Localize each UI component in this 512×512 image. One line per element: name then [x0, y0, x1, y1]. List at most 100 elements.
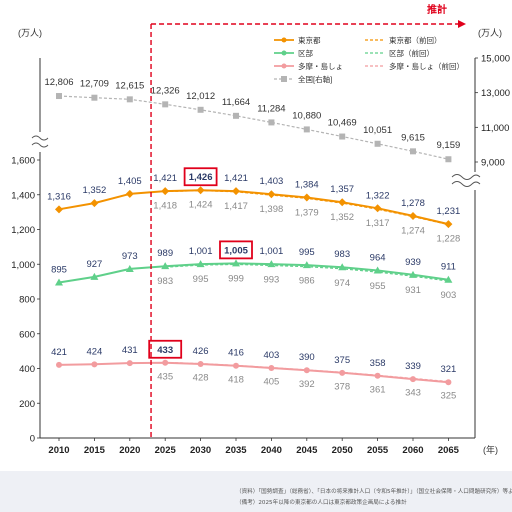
data-label: 418 — [228, 374, 244, 385]
data-labels: 1,316 1,352 1,405 1,421 1,426 1,421 1,403 1,384… — [44, 77, 460, 402]
data-point — [303, 367, 310, 374]
left-tick-label: 1,400 — [11, 190, 35, 201]
data-label: 10,469 — [328, 118, 357, 129]
data-point — [409, 270, 417, 278]
data-point — [56, 93, 62, 100]
data-point — [338, 263, 347, 271]
x-tick-label: 2025 — [155, 445, 177, 456]
source-footnote: （資料）「国勢調査」（総務省）、「日本の将来推計人口（令和5年推計）」（国立社会… — [236, 489, 512, 495]
right-axis-break — [451, 174, 481, 187]
data-label: 995 — [299, 247, 315, 258]
series-points — [55, 93, 453, 386]
data-point — [445, 379, 452, 386]
left-tick-label: 600 — [19, 329, 35, 340]
legend-label: 区部（前回） — [389, 48, 434, 58]
legend-marker — [281, 50, 287, 56]
data-label: 12,012 — [186, 91, 215, 102]
data-label: 343 — [405, 387, 421, 398]
data-point — [197, 360, 204, 367]
x-tick-label: 2050 — [332, 445, 353, 456]
legend: 東京都 東京都（前回） 区部 区部（前回） 多摩・島しょ 多摩・島しょ（前回） 全国[右軸] — [274, 35, 464, 84]
data-point — [338, 198, 347, 207]
data-point — [374, 372, 381, 379]
data-label: 1,316 — [47, 191, 71, 202]
data-label: 927 — [86, 259, 102, 270]
data-label: 416 — [228, 348, 244, 359]
data-label: 939 — [405, 257, 421, 268]
data-point — [55, 205, 63, 214]
x-tick-label: 2055 — [367, 445, 389, 456]
data-label: 955 — [370, 281, 386, 292]
data-label: 1,001 — [260, 246, 284, 257]
data-label: 983 — [334, 249, 350, 260]
data-point — [267, 260, 276, 268]
data-point — [302, 193, 311, 202]
legend-label: 区部 — [298, 48, 313, 58]
legend-label: 東京都（前回） — [389, 35, 442, 45]
data-point — [56, 361, 62, 368]
data-label: 390 — [299, 352, 315, 363]
data-label: 911 — [441, 262, 456, 273]
data-label: 995 — [193, 274, 209, 285]
x-tick-label: 2060 — [402, 445, 423, 456]
note-footnote: （備考）2025年以降の東京都の人口は東京都政策企画局による推計 — [236, 500, 407, 506]
data-label: 325 — [440, 391, 456, 402]
data-label: 392 — [299, 379, 315, 390]
x-tick-label: 2045 — [296, 445, 318, 456]
data-point — [161, 187, 170, 196]
data-label: 431 — [122, 345, 138, 356]
data-point — [444, 220, 453, 229]
data-label: 9,615 — [401, 132, 425, 143]
data-label: 321 — [440, 364, 456, 375]
data-point — [125, 264, 134, 272]
series-line — [58, 262, 449, 284]
data-label: 1,405 — [118, 176, 142, 187]
data-point — [55, 278, 63, 286]
data-label: 9,159 — [437, 140, 461, 151]
data-label: 403 — [263, 350, 279, 361]
legend-marker — [281, 63, 287, 69]
data-point — [233, 112, 239, 119]
data-point — [126, 96, 133, 103]
data-label: 1,322 — [366, 190, 390, 201]
data-label: 964 — [370, 253, 386, 264]
right-tick-label: 11,000 — [481, 123, 509, 134]
right-unit-label: (万人) — [478, 28, 502, 38]
data-label: 1,231 — [437, 206, 461, 217]
data-label: 974 — [334, 278, 350, 289]
data-label: 1,274 — [401, 226, 425, 237]
data-point — [268, 364, 275, 371]
data-point — [196, 186, 205, 195]
data-label: 1,001 — [189, 246, 213, 257]
data-label: 12,709 — [80, 79, 109, 90]
data-point — [233, 362, 239, 369]
x-tick-label: 2065 — [438, 445, 460, 456]
data-label: 931 — [405, 285, 421, 296]
data-label: 10,880 — [292, 110, 321, 121]
left-tick-label: 400 — [19, 364, 35, 375]
left-unit-label: (万人) — [18, 28, 42, 38]
data-label: 405 — [263, 377, 279, 388]
data-label: 433 — [157, 345, 173, 356]
series-line — [58, 95, 449, 160]
data-label: 1,418 — [153, 201, 177, 212]
data-point — [339, 369, 346, 376]
data-point — [90, 199, 99, 208]
data-point — [161, 262, 170, 270]
data-point — [445, 156, 452, 163]
projection-arrow-head — [458, 20, 466, 28]
data-point — [268, 119, 275, 126]
data-label: 361 — [370, 384, 386, 395]
data-label: 1,421 — [153, 173, 177, 184]
data-label: 1,005 — [224, 245, 248, 256]
x-tick-label: 2015 — [84, 445, 106, 456]
data-label: 989 — [157, 248, 173, 259]
data-label: 11,664 — [222, 97, 250, 108]
data-point — [196, 260, 205, 268]
peak-highlight-box — [183, 167, 218, 187]
data-point — [339, 133, 346, 140]
right-tick-label: 13,000 — [481, 88, 510, 99]
peak-highlight-box — [219, 240, 253, 260]
data-label: 903 — [440, 290, 456, 301]
